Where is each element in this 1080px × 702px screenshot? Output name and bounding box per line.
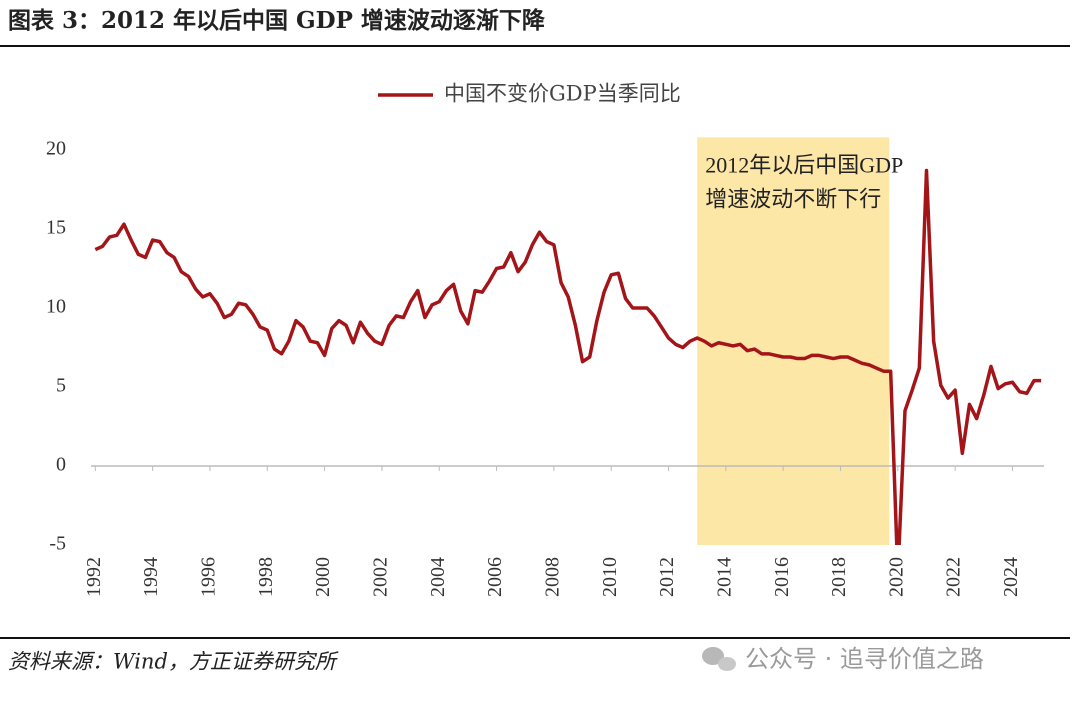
- y-tick-label: 10: [46, 296, 66, 318]
- x-tick-label: 2012: [656, 557, 678, 597]
- x-tick-label: 2006: [484, 557, 506, 597]
- watermark-icon: [702, 647, 724, 665]
- watermark-icon: [718, 657, 736, 671]
- source-note: 资料来源：Wind，方正证券研究所: [8, 650, 339, 674]
- x-tick-label: 2020: [885, 557, 907, 597]
- y-tick-label: 0: [56, 454, 66, 476]
- x-tick-label: 1994: [140, 557, 162, 597]
- y-tick-label: 15: [46, 217, 66, 239]
- x-tick-label: 2010: [599, 557, 621, 597]
- x-tick-label: 2014: [713, 557, 735, 597]
- watermark-text: 公众号 · 追寻价值之路: [745, 645, 984, 673]
- chart-title: 图表 3：2012 年以后中国 GDP 增速波动逐渐下降: [8, 7, 546, 34]
- y-tick-label: 20: [46, 138, 66, 160]
- annotation: 增速波动不断下行: [705, 186, 881, 211]
- highlight-band: [697, 137, 890, 546]
- annotation: 2012年以后中国GDP: [705, 152, 903, 177]
- x-tick-label: 2024: [1000, 557, 1022, 597]
- x-tick-label: 2016: [771, 557, 793, 597]
- watermark: 公众号 · 追寻价值之路: [702, 645, 984, 673]
- legend-label: 中国不变价GDP当季同比: [444, 82, 681, 106]
- x-tick-label: 2008: [541, 557, 563, 597]
- y-tick-label: 5: [56, 375, 66, 397]
- x-tick-label: 2022: [943, 557, 965, 597]
- x-tick-label: 2000: [312, 557, 334, 597]
- y-tick-label: -5: [49, 533, 66, 555]
- x-tick-label: 1996: [198, 557, 220, 597]
- x-tick-label: 2004: [427, 557, 449, 597]
- x-tick-label: 2018: [828, 557, 850, 597]
- x-tick-label: 1992: [83, 557, 105, 597]
- x-tick-label: 2002: [370, 557, 392, 597]
- x-tick-label: 1998: [255, 557, 277, 597]
- series-line: [94, 168, 1042, 545]
